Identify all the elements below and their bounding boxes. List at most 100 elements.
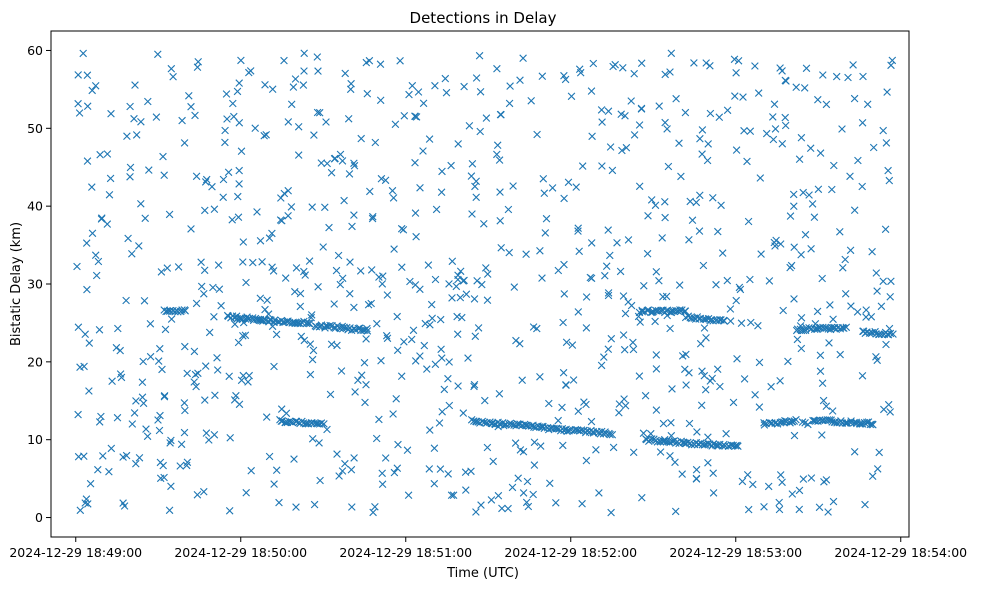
data-point bbox=[740, 126, 748, 135]
data-point bbox=[734, 442, 742, 450]
data-point bbox=[375, 415, 383, 424]
data-point bbox=[416, 184, 424, 192]
data-point bbox=[272, 330, 281, 339]
data-point bbox=[308, 203, 316, 211]
data-point bbox=[224, 168, 233, 177]
data-point bbox=[181, 406, 189, 415]
data-point bbox=[161, 325, 170, 334]
data-point bbox=[795, 155, 804, 163]
data-point bbox=[776, 471, 785, 479]
data-point bbox=[713, 365, 722, 373]
data-point bbox=[425, 135, 434, 143]
data-point bbox=[764, 482, 773, 491]
data-point bbox=[191, 111, 199, 120]
data-point bbox=[847, 302, 855, 310]
data-point bbox=[790, 431, 799, 440]
data-point bbox=[201, 206, 209, 215]
data-point bbox=[627, 97, 635, 105]
data-point bbox=[83, 71, 92, 79]
data-point bbox=[338, 467, 347, 475]
data-point bbox=[239, 258, 247, 266]
data-point bbox=[432, 205, 441, 214]
data-point bbox=[560, 260, 568, 269]
data-point bbox=[103, 220, 112, 228]
data-point bbox=[341, 459, 349, 468]
data-point bbox=[587, 87, 596, 95]
data-point bbox=[797, 344, 806, 353]
data-point bbox=[389, 194, 398, 202]
data-point bbox=[137, 200, 145, 208]
data-point bbox=[714, 227, 722, 236]
data-point bbox=[321, 203, 329, 212]
data-point bbox=[139, 399, 148, 408]
data-point bbox=[536, 442, 545, 450]
data-point bbox=[826, 301, 834, 309]
data-point bbox=[406, 277, 414, 286]
data-point bbox=[460, 82, 468, 91]
data-point bbox=[604, 226, 612, 234]
data-point bbox=[235, 119, 244, 127]
data-point bbox=[96, 150, 104, 159]
data-point bbox=[698, 150, 706, 158]
data-point bbox=[313, 108, 322, 117]
x-tick-label: 2024-12-29 18:52:00 bbox=[504, 545, 637, 560]
data-point bbox=[156, 344, 164, 353]
data-point bbox=[290, 319, 299, 327]
data-point bbox=[615, 400, 624, 408]
data-point bbox=[765, 277, 774, 285]
data-point bbox=[518, 376, 526, 384]
data-point bbox=[154, 357, 163, 365]
data-point bbox=[846, 246, 855, 255]
data-point bbox=[558, 403, 566, 412]
data-point bbox=[862, 313, 870, 321]
data-point bbox=[225, 372, 233, 381]
data-point bbox=[635, 121, 644, 129]
data-point bbox=[180, 428, 189, 437]
data-point bbox=[536, 247, 544, 255]
data-point bbox=[661, 213, 669, 222]
data-point bbox=[822, 100, 831, 109]
data-point bbox=[647, 196, 656, 204]
data-point bbox=[790, 243, 798, 251]
data-point bbox=[858, 119, 867, 127]
data-point bbox=[638, 307, 647, 316]
data-point bbox=[571, 425, 580, 434]
data-point bbox=[454, 140, 462, 148]
data-point bbox=[828, 185, 836, 194]
data-point bbox=[598, 118, 606, 126]
data-point bbox=[523, 477, 532, 486]
data-point bbox=[621, 401, 630, 410]
data-point bbox=[389, 410, 397, 418]
data-point bbox=[732, 69, 740, 77]
data-point bbox=[436, 465, 445, 473]
data-point bbox=[291, 287, 299, 296]
data-point bbox=[820, 478, 828, 486]
data-point bbox=[448, 294, 456, 302]
data-point bbox=[230, 112, 238, 121]
data-point bbox=[636, 318, 644, 326]
data-point bbox=[606, 143, 615, 151]
data-point bbox=[468, 210, 476, 218]
data-point bbox=[677, 172, 685, 181]
data-point bbox=[635, 182, 644, 191]
data-point bbox=[316, 476, 324, 485]
data-point bbox=[438, 408, 446, 416]
data-point bbox=[629, 448, 638, 457]
data-point bbox=[595, 489, 603, 497]
data-point bbox=[819, 71, 827, 79]
data-point bbox=[192, 382, 200, 391]
data-point bbox=[659, 292, 667, 301]
data-point bbox=[369, 508, 377, 517]
data-point bbox=[682, 350, 690, 359]
data-point bbox=[769, 135, 778, 144]
data-point bbox=[483, 270, 492, 278]
data-point bbox=[98, 214, 106, 222]
data-point bbox=[804, 420, 812, 429]
data-point bbox=[506, 82, 514, 90]
data-point bbox=[221, 138, 229, 147]
y-tick-label: 60 bbox=[27, 43, 43, 58]
data-point bbox=[706, 109, 715, 118]
data-point bbox=[546, 479, 554, 488]
data-point bbox=[816, 351, 825, 360]
data-point bbox=[239, 371, 248, 380]
